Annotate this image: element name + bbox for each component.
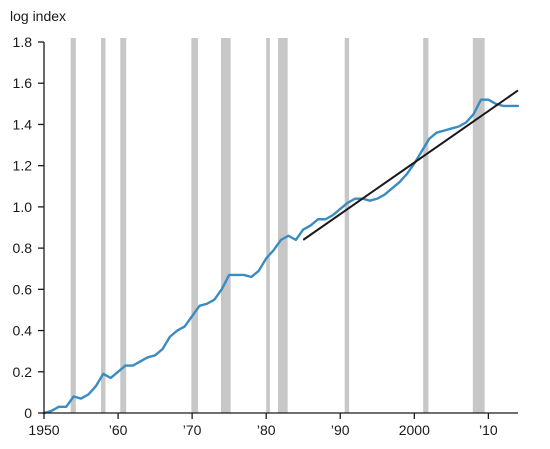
x-tick-label: ’80: [257, 422, 276, 438]
recession-band: [70, 38, 76, 413]
x-tick-label: ’70: [183, 422, 202, 438]
y-axis-title: log index: [10, 8, 66, 24]
recession-band: [191, 38, 199, 413]
y-tick-label: 0.4: [13, 323, 33, 339]
recession-band: [221, 38, 231, 413]
recession-band: [101, 38, 106, 413]
recession-band: [472, 38, 485, 413]
y-tick-label: 0.2: [13, 364, 33, 380]
x-tick-label: 2000: [399, 422, 430, 438]
y-tick-label: 1.6: [13, 75, 33, 91]
axes: [43, 42, 518, 414]
x-ticks: 1950 ’60 ’70 ’80 ’90 2000 ’10: [28, 413, 498, 438]
y-tick-label: 1.8: [13, 34, 33, 50]
x-tick-label: 1950: [28, 422, 59, 438]
recession-bands: [70, 38, 485, 413]
recession-band: [120, 38, 127, 413]
y-tick-label: 1.0: [13, 199, 33, 215]
recession-band: [266, 38, 270, 413]
recession-band: [423, 38, 429, 413]
trend-line: [302, 89, 519, 241]
x-tick-label: ’60: [109, 422, 128, 438]
recession-band: [278, 38, 288, 413]
x-tick-label: ’10: [479, 422, 498, 438]
y-tick-label: 1.4: [13, 116, 33, 132]
series-line: [42, 98, 520, 415]
recession-band: [344, 38, 350, 413]
y-ticks: 0 0.2 0.4 0.6 0.8 1.0 1.2 1.4 1.6 1.8: [13, 34, 44, 421]
y-tick-label: 0: [24, 405, 32, 421]
x-tick-label: ’90: [331, 422, 350, 438]
series-layer: [42, 89, 520, 415]
y-tick-label: 1.2: [13, 158, 33, 174]
y-tick-label: 0.6: [13, 281, 33, 297]
y-tick-label: 0.8: [13, 240, 33, 256]
